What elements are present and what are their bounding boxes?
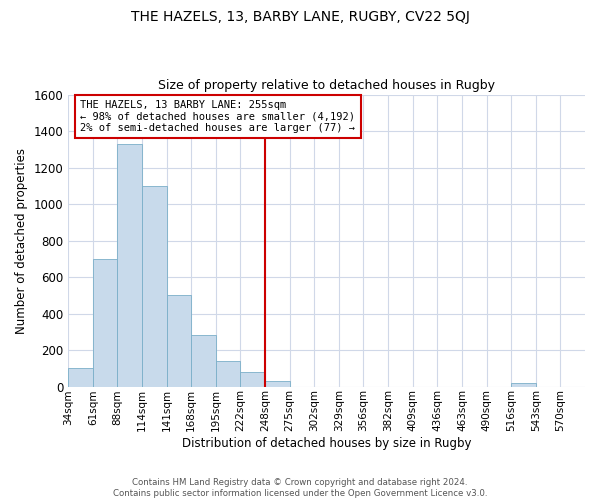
- Text: THE HAZELS, 13, BARBY LANE, RUGBY, CV22 5QJ: THE HAZELS, 13, BARBY LANE, RUGBY, CV22 …: [131, 10, 469, 24]
- Bar: [241, 372, 265, 386]
- Text: THE HAZELS, 13 BARBY LANE: 255sqm
← 98% of detached houses are smaller (4,192)
2: THE HAZELS, 13 BARBY LANE: 255sqm ← 98% …: [80, 100, 355, 133]
- Bar: [167, 296, 191, 386]
- Bar: [142, 186, 167, 386]
- Bar: [191, 336, 216, 386]
- Bar: [216, 361, 241, 386]
- X-axis label: Distribution of detached houses by size in Rugby: Distribution of detached houses by size …: [182, 437, 472, 450]
- Title: Size of property relative to detached houses in Rugby: Size of property relative to detached ho…: [158, 79, 495, 92]
- Bar: [511, 383, 536, 386]
- Bar: [93, 259, 118, 386]
- Bar: [265, 381, 290, 386]
- Bar: [118, 144, 142, 386]
- Y-axis label: Number of detached properties: Number of detached properties: [15, 148, 28, 334]
- Bar: [68, 368, 93, 386]
- Text: Contains HM Land Registry data © Crown copyright and database right 2024.
Contai: Contains HM Land Registry data © Crown c…: [113, 478, 487, 498]
